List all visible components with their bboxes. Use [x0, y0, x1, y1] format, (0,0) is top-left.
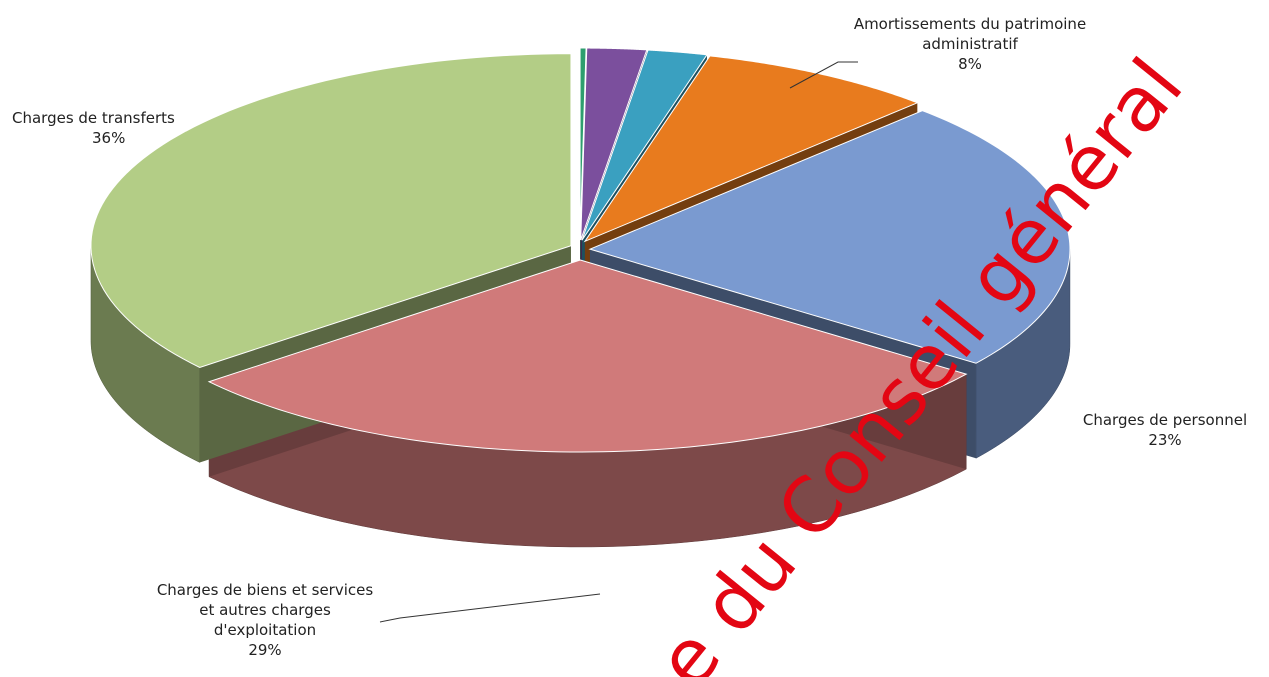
slice — [579, 47, 587, 241]
slice-label: Charges de personnel 23% — [1055, 410, 1269, 450]
category-label: Amortissements du patrimoine administrat… — [853, 15, 1087, 53]
value-label: 23% — [1148, 431, 1182, 449]
leader-line — [379, 593, 601, 623]
slice — [583, 55, 919, 243]
value-label: 29% — [248, 641, 282, 659]
slice-label: Charges de transferts 36% — [12, 108, 252, 148]
slice — [90, 53, 572, 368]
value-label: 36% — [92, 129, 126, 147]
category-label: Charges de biens et services et autres c… — [156, 581, 374, 639]
leader-line — [789, 61, 858, 89]
leader-lines — [379, 61, 858, 623]
slices — [90, 47, 1071, 453]
slice — [588, 110, 1071, 364]
slice — [207, 259, 968, 453]
category-label: Charges de transferts — [12, 109, 175, 127]
slice-label: Charges de biens et services et autres c… — [150, 580, 380, 660]
slice — [581, 49, 708, 241]
category-label: Charges de personnel — [1082, 411, 1248, 429]
slice — [580, 47, 648, 241]
value-label: 8% — [958, 55, 982, 73]
slice-label: Amortissements du patrimoine administrat… — [830, 14, 1110, 74]
